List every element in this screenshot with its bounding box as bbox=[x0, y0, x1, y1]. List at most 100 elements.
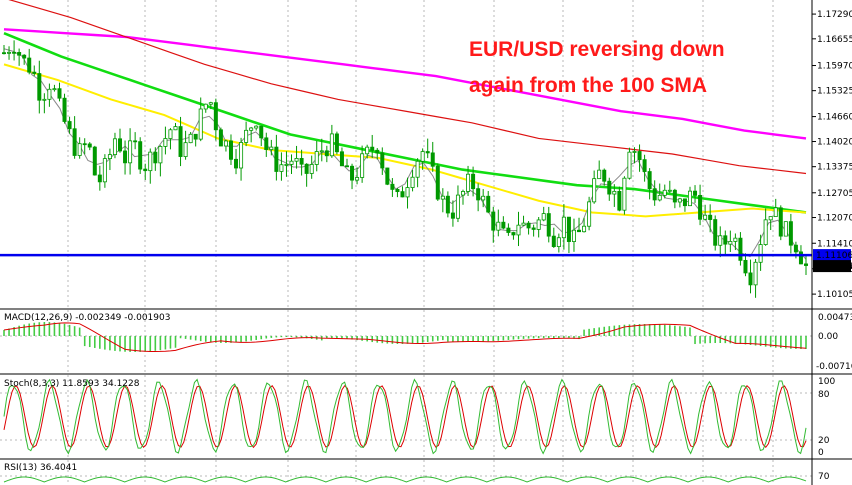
candle-body bbox=[410, 176, 415, 188]
candle-body bbox=[466, 173, 471, 192]
candle-body bbox=[450, 212, 455, 219]
price-grid bbox=[67, 0, 774, 308]
candle-body bbox=[27, 57, 32, 73]
candle-body bbox=[698, 194, 703, 220]
candle-body bbox=[254, 125, 259, 129]
price-axis-label: 1.15970 bbox=[817, 62, 852, 72]
sma-green-line bbox=[3, 31, 807, 214]
macd-panel: MACD(12,26,9) -0.002349 -0.001903 0.0047… bbox=[0, 308, 852, 373]
candle-body bbox=[773, 207, 778, 217]
moving-averages bbox=[3, 0, 807, 260]
candle-body bbox=[324, 150, 329, 157]
candle-body bbox=[526, 222, 531, 229]
candle-body bbox=[566, 216, 571, 242]
price-axis-label: 1.13375 bbox=[817, 163, 852, 173]
candle-body bbox=[52, 88, 57, 91]
candle-body bbox=[561, 216, 566, 239]
candle-body bbox=[183, 142, 188, 157]
candle-body bbox=[491, 211, 496, 231]
sma-yellow-line bbox=[3, 63, 807, 218]
candle-body bbox=[728, 241, 733, 245]
candle-body bbox=[193, 133, 198, 140]
candle-body bbox=[647, 171, 652, 190]
candle-body bbox=[22, 54, 27, 59]
candle-body bbox=[385, 167, 390, 185]
candle-body bbox=[718, 235, 723, 246]
macd-title: MACD(12,26,9) -0.002349 -0.001903 bbox=[4, 313, 170, 323]
candle-body bbox=[662, 189, 667, 196]
candle-body bbox=[713, 219, 718, 246]
candle-body bbox=[370, 146, 375, 151]
candle-body bbox=[7, 51, 12, 54]
candle-body bbox=[607, 180, 612, 195]
rsi-line bbox=[3, 476, 807, 483]
annotation-line-2: again from the 100 SMA bbox=[469, 74, 707, 97]
candle-body bbox=[657, 194, 662, 201]
candle-body bbox=[163, 138, 168, 147]
candle-body bbox=[355, 177, 360, 181]
candle-body bbox=[365, 146, 370, 155]
candle-body bbox=[501, 221, 506, 229]
stoch-tick-0: 0 bbox=[818, 448, 824, 458]
stoch-signal-line bbox=[3, 384, 807, 449]
candle-body bbox=[768, 216, 773, 221]
candle-body bbox=[415, 160, 420, 178]
candle-body bbox=[531, 227, 536, 230]
candle-body bbox=[536, 219, 541, 230]
stoch-main-line bbox=[3, 378, 807, 455]
candle-body bbox=[667, 189, 672, 192]
candle-body bbox=[314, 151, 319, 165]
macd-signal-line bbox=[3, 322, 807, 353]
candle-body bbox=[798, 251, 803, 265]
candle-body bbox=[309, 164, 314, 174]
candle-body bbox=[143, 168, 148, 172]
price-axis-label: 1.14660 bbox=[817, 113, 852, 123]
candle-body bbox=[804, 263, 809, 266]
candle-body bbox=[17, 52, 22, 56]
candle-body bbox=[380, 152, 385, 169]
candle-body bbox=[123, 150, 128, 164]
candle-body bbox=[395, 189, 400, 193]
candle-body bbox=[223, 140, 228, 147]
price-axis-label: 1.14020 bbox=[817, 138, 852, 148]
price-axis-label: 1.10105 bbox=[817, 290, 852, 300]
candle-body bbox=[652, 188, 657, 201]
candle-body bbox=[471, 173, 476, 190]
candle-body bbox=[723, 235, 728, 245]
candle-body bbox=[476, 188, 481, 201]
candle-body bbox=[77, 143, 82, 156]
candle-body bbox=[299, 158, 304, 165]
stoch-title: Stoch(8,3,3) 11.8593 34.1228 bbox=[4, 379, 140, 389]
rsi-title: RSI(13) 36.4041 bbox=[4, 463, 77, 473]
stoch-grid bbox=[0, 375, 812, 458]
candle-body bbox=[128, 140, 133, 164]
candle-body bbox=[582, 225, 587, 233]
rsi-panel: RSI(13) 36.4041 70 bbox=[0, 458, 852, 485]
candle-body bbox=[632, 151, 637, 153]
candle-body bbox=[738, 237, 743, 261]
candle-body bbox=[228, 140, 233, 160]
candle-body bbox=[107, 154, 112, 160]
last-price-tag: 1.10824 bbox=[813, 260, 852, 273]
candle-body bbox=[259, 125, 264, 139]
candle-body bbox=[329, 133, 334, 157]
candle-body bbox=[687, 190, 692, 207]
support-tag-label: 1.11106 bbox=[816, 251, 852, 261]
price-axis-label: 1.11410 bbox=[817, 239, 852, 249]
candle-body bbox=[733, 237, 738, 242]
candle-body bbox=[294, 158, 299, 162]
candle-body bbox=[344, 165, 349, 168]
candle-body bbox=[118, 138, 123, 152]
last-price-tag-background bbox=[813, 260, 851, 273]
candle-body bbox=[218, 129, 223, 147]
candle-body bbox=[637, 151, 642, 161]
support-tag-background bbox=[813, 249, 851, 262]
candle-body bbox=[198, 108, 203, 140]
candle-body bbox=[334, 133, 339, 153]
candle-body bbox=[592, 178, 597, 203]
candle-body bbox=[32, 71, 37, 74]
candles bbox=[2, 40, 809, 298]
candle-body bbox=[67, 121, 72, 130]
candle-body bbox=[148, 151, 153, 172]
